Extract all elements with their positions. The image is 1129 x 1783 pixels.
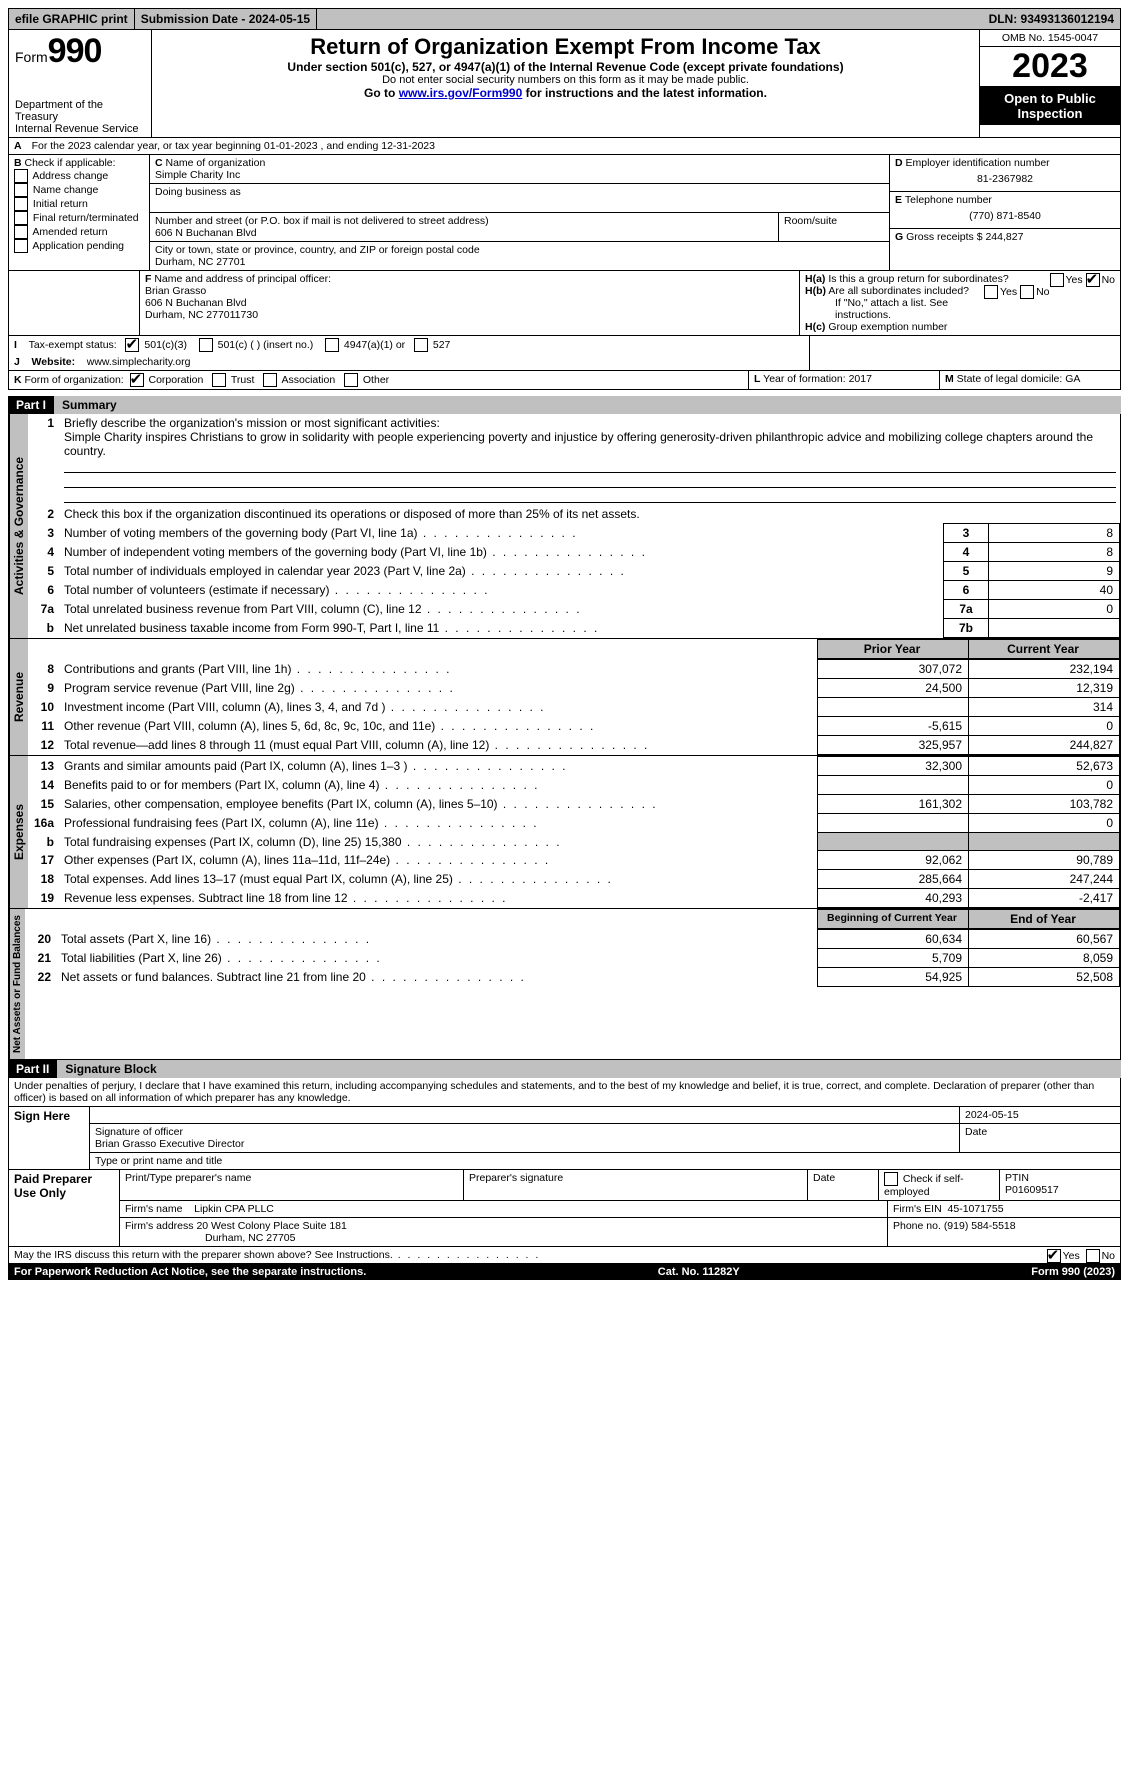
box-deg: D Employer identification number 81-2367… xyxy=(890,155,1120,270)
box-k: K Form of organization: Corporation Trus… xyxy=(9,371,748,389)
tax-year: 2023 xyxy=(980,47,1120,87)
dept-treasury: Department of the Treasury xyxy=(15,99,145,123)
ptin: P01609517 xyxy=(1005,1184,1059,1196)
org-name: Simple Charity Inc xyxy=(155,169,240,181)
line-5: 5Total number of individuals employed in… xyxy=(28,562,1120,581)
line-10: 10Investment income (Part VIII, column (… xyxy=(28,698,1120,717)
tab-governance: Activities & Governance xyxy=(9,414,28,638)
firm-phone: (919) 584-5518 xyxy=(944,1220,1016,1232)
line-8: 8Contributions and grants (Part VIII, li… xyxy=(28,660,1120,679)
sign-here-block: Sign Here 2024-05-15 Signature of office… xyxy=(8,1107,1121,1170)
line-11: 11Other revenue (Part VIII, column (A), … xyxy=(28,717,1120,736)
line-9: 9Program service revenue (Part VIII, lin… xyxy=(28,679,1120,698)
box-c: C Name of organization Simple Charity In… xyxy=(150,155,890,270)
declaration: Under penalties of perjury, I declare th… xyxy=(8,1078,1121,1107)
line-20: 20Total assets (Part X, line 16)60,63460… xyxy=(25,930,1120,949)
discuss-line: May the IRS discuss this return with the… xyxy=(8,1247,1121,1264)
tab-expenses: Expenses xyxy=(9,756,28,908)
line-19: 19Revenue less expenses. Subtract line 1… xyxy=(28,889,1120,908)
submission-date: Submission Date - 2024-05-15 xyxy=(135,9,317,29)
part1-header: Part I Summary xyxy=(8,396,1121,414)
top-bar: efile GRAPHIC print Submission Date - 20… xyxy=(8,8,1121,30)
sign-here-label: Sign Here xyxy=(9,1107,90,1169)
ssn-warning: Do not enter social security numbers on … xyxy=(158,74,973,86)
revenue-section: Revenue Prior Year Current Year 8Contrib… xyxy=(8,639,1121,756)
klm-block: K Form of organization: Corporation Trus… xyxy=(8,371,1121,390)
paid-preparer-block: Paid Preparer Use Only Print/Type prepar… xyxy=(8,1170,1121,1247)
room-suite: Room/suite xyxy=(779,213,889,241)
box-l: L Year of formation: 2017 xyxy=(748,371,939,389)
form-number: Form990 xyxy=(15,32,145,71)
line-7a: 7aTotal unrelated business revenue from … xyxy=(28,600,1120,619)
line-13: 13Grants and similar amounts paid (Part … xyxy=(28,757,1120,776)
col-prior: Prior Year xyxy=(818,640,969,659)
line-16a: 16aProfessional fundraising fees (Part I… xyxy=(28,814,1120,833)
box-j: J Website: www.simplecharity.org xyxy=(14,356,804,368)
dln: DLN: 93493136012194 xyxy=(983,9,1120,29)
box-h: H(a) Is this a group return for subordin… xyxy=(800,271,1120,335)
firm-addr: 20 West Colony Place Suite 181 xyxy=(196,1220,346,1232)
box-m: M State of legal domicile: GA xyxy=(939,371,1120,389)
tab-netassets: Net Assets or Fund Balances xyxy=(9,909,25,1059)
efile-label: efile GRAPHIC print xyxy=(9,9,135,29)
irs-label: Internal Revenue Service xyxy=(15,123,145,135)
paid-preparer-label: Paid Preparer Use Only xyxy=(9,1170,120,1246)
col-current: Current Year xyxy=(969,640,1120,659)
firm-name: Lipkin CPA PLLC xyxy=(194,1203,274,1215)
form-title: Return of Organization Exempt From Incom… xyxy=(158,34,973,60)
part2-header: Part II Signature Block xyxy=(8,1060,1121,1078)
gross-receipts: 244,827 xyxy=(985,231,1023,243)
box-f: F Name and address of principal officer:… xyxy=(140,271,800,335)
form-subtitle: Under section 501(c), 527, or 4947(a)(1)… xyxy=(158,60,973,74)
line-b: bTotal fundraising expenses (Part IX, co… xyxy=(28,833,1120,851)
line-4: 4Number of independent voting members of… xyxy=(28,543,1120,562)
omb-number: OMB No. 1545-0047 xyxy=(980,30,1120,47)
netassets-section: Net Assets or Fund Balances Beginning of… xyxy=(8,909,1121,1060)
line-6: 6Total number of volunteers (estimate if… xyxy=(28,581,1120,600)
line-22: 22Net assets or fund balances. Subtract … xyxy=(25,968,1120,987)
period-line: AFor the 2023 calendar year, or tax year… xyxy=(8,138,1121,155)
officer-name: Brian Grasso Executive Director xyxy=(95,1138,244,1150)
page-footer: For Paperwork Reduction Act Notice, see … xyxy=(8,1264,1121,1280)
sig-date: 2024-05-15 xyxy=(960,1107,1120,1123)
ein: 81-2367982 xyxy=(895,169,1115,189)
line-21: 21Total liabilities (Part X, line 26)5,7… xyxy=(25,949,1120,968)
form-header: Form990 Department of the Treasury Inter… xyxy=(8,30,1121,138)
street-address: 606 N Buchanan Blvd xyxy=(155,227,257,239)
line-14: 14Benefits paid to or for members (Part … xyxy=(28,776,1120,795)
city-state-zip: Durham, NC 27701 xyxy=(155,256,245,268)
entity-block: B Check if applicable: Address change Na… xyxy=(8,155,1121,271)
box-b: B Check if applicable: Address change Na… xyxy=(9,155,150,270)
line-12: 12Total revenue—add lines 8 through 11 (… xyxy=(28,736,1120,755)
box-i: I Tax-exempt status: 501(c)(3) 501(c) ( … xyxy=(14,338,804,352)
line-15: 15Salaries, other compensation, employee… xyxy=(28,795,1120,814)
phone: (770) 871-8540 xyxy=(895,206,1115,226)
firm-ein: 45-1071755 xyxy=(948,1203,1004,1215)
tab-revenue: Revenue xyxy=(9,639,28,755)
activities-governance: Activities & Governance 1 Briefly descri… xyxy=(8,414,1121,639)
website: www.simplecharity.org xyxy=(87,356,191,368)
goto-line: Go to www.irs.gov/Form990 for instructio… xyxy=(158,86,973,100)
line-b: bNet unrelated business taxable income f… xyxy=(28,619,1120,638)
open-inspection: Open to Public Inspection xyxy=(980,87,1120,125)
line-17: 17Other expenses (Part IX, column (A), l… xyxy=(28,851,1120,870)
officer-block: F Name and address of principal officer:… xyxy=(8,271,1121,336)
line-18: 18Total expenses. Add lines 13–17 (must … xyxy=(28,870,1120,889)
status-block: I Tax-exempt status: 501(c)(3) 501(c) ( … xyxy=(8,336,1121,371)
line-3: 3Number of voting members of the governi… xyxy=(28,524,1120,543)
irs-link[interactable]: www.irs.gov/Form990 xyxy=(399,86,523,100)
expenses-section: Expenses 13Grants and similar amounts pa… xyxy=(8,756,1121,909)
mission-text: Simple Charity inspires Christians to gr… xyxy=(64,430,1093,458)
